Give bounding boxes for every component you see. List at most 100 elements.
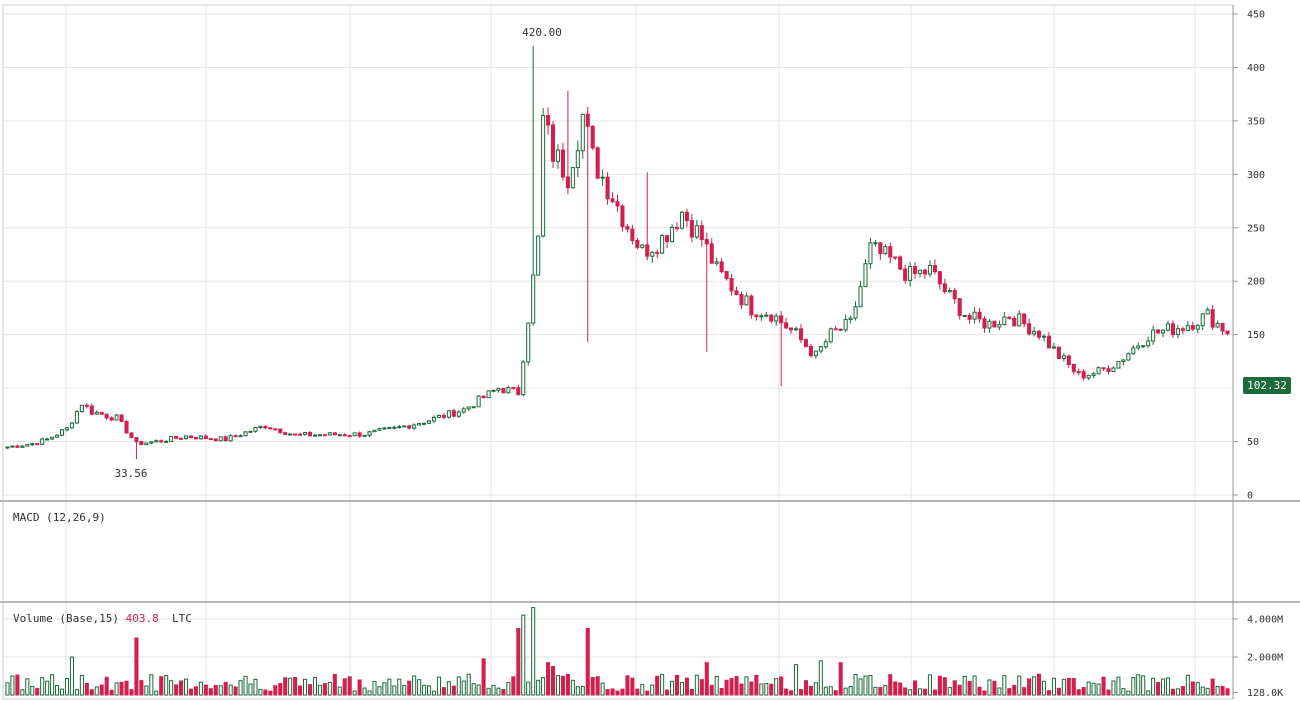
volume-bar-up [362,687,367,696]
volume-bar-up [1096,683,1101,696]
candle-up [422,422,427,425]
grid-lines [3,5,1233,699]
volume-bar-up [169,680,174,696]
volume-bar-down [213,685,218,696]
volume-bar-up [114,682,119,696]
volume-bar-up [679,681,685,696]
candle-up [883,246,888,255]
candle-down [1101,367,1106,370]
price-tick-label: 450 [1247,10,1265,21]
candle-up [94,411,99,415]
volume-bar-down [1156,681,1161,696]
candle-down [709,243,714,264]
volume-bar-down [967,680,972,696]
volume-bar-down [655,675,660,696]
volume-bar-down [754,674,759,696]
volume-bar-up [1165,677,1171,696]
candle-up [228,435,233,442]
volume-bar-down [808,685,813,696]
candle-up [818,346,823,352]
candle-down [481,395,486,399]
volume-bar-up [456,676,461,696]
volume-bar-up [1136,674,1141,696]
candle-down [104,413,109,419]
volume-bar-down [322,683,327,696]
volume-bar-down [729,678,734,696]
volume-bar-down [109,689,114,696]
volume-bar-down [898,682,903,696]
volume-bar-down [689,689,694,696]
candle-up [456,411,461,417]
candle-down [1210,309,1215,328]
candle-up [10,445,15,448]
volume-bar-up [1185,674,1190,696]
volume-bar-down [709,684,714,696]
volume-bar-up [843,687,848,696]
candle-up [431,416,437,422]
candle-up [367,431,372,436]
volume-bar-up [422,684,427,696]
candle-down [590,125,595,149]
volume-bar-up [486,687,491,696]
price-tick-label: 150 [1247,330,1265,341]
volume-bar-down [769,683,774,696]
low-annotation: 33.56 [114,467,147,480]
candle-up [813,350,818,357]
candle-down [625,226,630,230]
volume-bar-up [412,675,417,696]
volume-bar-up [997,687,1002,696]
candle-down [342,434,347,437]
candle-down [630,228,635,242]
volume-bar-up [531,607,536,696]
candle-up [392,426,397,429]
volume-bar-down [293,677,298,696]
volume-bar-down [739,683,744,696]
candle-down [560,149,565,178]
candle-down [888,246,893,258]
plot-frame [2,4,1234,700]
candle-up [908,266,913,281]
candle-up [149,441,154,444]
volume-bar-up [218,685,223,696]
candle-up [555,149,561,162]
candle-down [268,427,273,430]
candle-down [878,242,883,255]
volume-bar-down [878,686,883,696]
volume-bar-down [342,678,347,696]
volume-unit: LTC [171,612,192,625]
volume-bar-up [303,678,308,696]
volume-bar-up [144,685,149,696]
candle-up [794,328,799,331]
candle-up [40,438,45,445]
candle-up [253,426,258,432]
volume-bar-down [749,681,754,696]
volume-bar-down [903,687,908,696]
volume-bar-down [129,689,134,696]
volume-bar-up [392,685,397,696]
candle-up [248,430,253,433]
candle-up [169,435,174,442]
volume-bar-up [238,680,243,696]
candle-down [724,271,729,280]
candle-up [486,390,491,399]
candle-up [1017,313,1022,327]
volume-bar-up [640,683,645,696]
volume-bar-down [585,628,590,696]
candle-up [962,314,967,317]
volume-bar-down [724,679,729,696]
volume-label-prefix: Volume (Base,15) [13,612,119,625]
volume-bar-up [55,684,60,696]
volume-bar-up [858,678,863,696]
volume-bar-up [377,686,382,696]
candle-up [55,434,60,438]
candle-up [580,113,585,152]
volume-bar-up [367,690,372,696]
candle-up [218,436,223,442]
volume-bar-down [635,688,640,696]
volume-bar-down [1106,689,1111,696]
candle-up [198,435,203,440]
candle-down [129,432,134,439]
volume-bar-up [1032,676,1037,696]
volume-bar-up [1141,675,1146,696]
candle-up [531,274,536,324]
